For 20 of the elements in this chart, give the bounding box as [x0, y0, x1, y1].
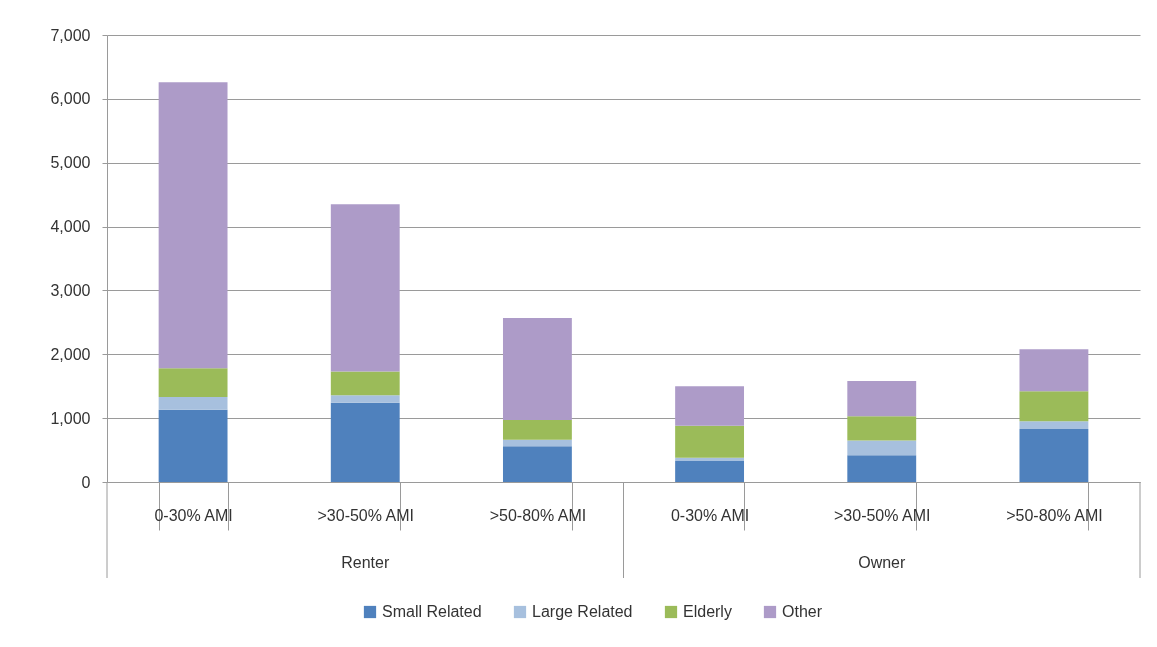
x-tick-label: 0-30% AMI — [154, 506, 233, 524]
x-tick-label: >30-50% AMI — [834, 506, 931, 524]
y-tick-label: 1,000 — [50, 409, 91, 427]
legend-label: Other — [782, 603, 823, 620]
x-tick-label: >50-80% AMI — [489, 506, 587, 524]
legend-label: Large Related — [532, 603, 633, 620]
y-tick-label: 0 — [81, 473, 91, 491]
y-tick-label: 7,000 — [50, 26, 91, 44]
y-tick-label: 3,000 — [50, 281, 91, 299]
legend-label: Elderly — [683, 603, 732, 620]
x-tick-label: >30-50% AMI — [317, 506, 414, 524]
y-tick-label: 6,000 — [50, 90, 91, 108]
y-tick-label: 5,000 — [50, 154, 91, 172]
y-tick-label: 4,000 — [50, 218, 91, 236]
y-tick-label: 2,000 — [50, 345, 91, 363]
legend-label: Small Related — [382, 603, 482, 620]
x-tick-label: 0-30% AMI — [670, 506, 750, 524]
text: Owner — [858, 554, 906, 571]
text: Renter — [341, 554, 390, 571]
x-tick-label: >50-80% AMI — [1006, 506, 1103, 524]
